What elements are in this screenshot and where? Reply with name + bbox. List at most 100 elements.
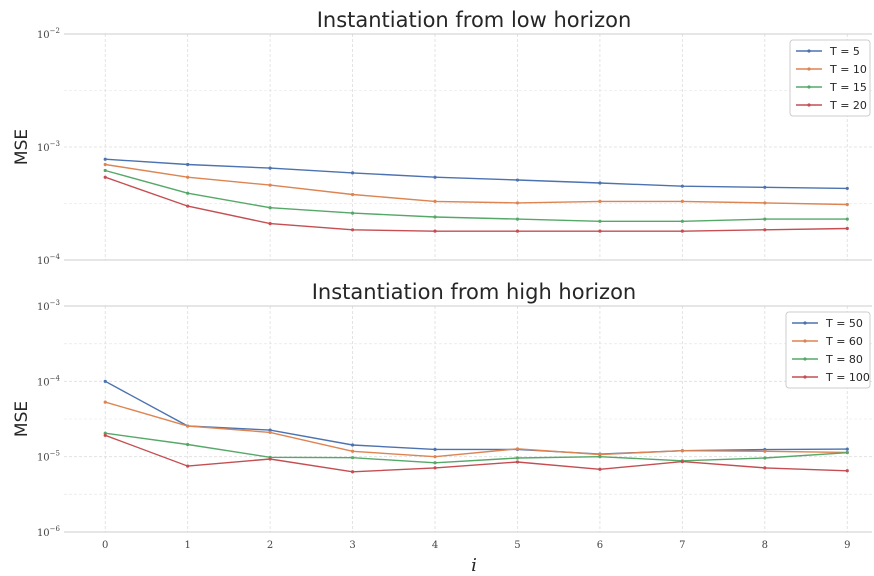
legend-label: T = 50 xyxy=(825,317,863,330)
legend-box xyxy=(785,311,871,389)
data-point xyxy=(433,466,437,470)
data-point xyxy=(598,229,602,233)
y-axis-label: MSE xyxy=(12,401,32,437)
x-tick-label: 6 xyxy=(597,540,603,551)
legend-marker xyxy=(803,339,807,343)
y-tick-label: 10−3 xyxy=(37,140,60,154)
data-point xyxy=(103,400,107,404)
data-point xyxy=(598,455,602,459)
data-point xyxy=(350,171,355,175)
data-point xyxy=(598,467,602,471)
data-point xyxy=(515,447,520,451)
x-tick-label: 5 xyxy=(514,540,520,551)
data-point xyxy=(763,449,767,453)
data-point xyxy=(103,162,107,167)
data-point xyxy=(350,470,355,474)
data-point xyxy=(763,466,767,470)
data-point xyxy=(515,201,520,205)
data-point xyxy=(680,184,684,188)
data-point xyxy=(186,175,190,179)
series-line-T-100 xyxy=(104,434,848,473)
chart-title: Instantiation from high horizon xyxy=(312,280,637,304)
y-axis-label: MSE xyxy=(12,129,32,165)
data-point xyxy=(433,229,437,233)
data-point xyxy=(350,456,355,460)
legend-marker xyxy=(807,85,811,89)
data-point xyxy=(268,183,272,187)
data-point xyxy=(433,461,437,465)
panel-2: Instantiation from high horizonMSE10−310… xyxy=(12,280,872,576)
x-tick-label: 1 xyxy=(184,540,190,551)
data-point xyxy=(845,226,849,231)
x-tick-label: 8 xyxy=(762,540,768,551)
data-point xyxy=(515,460,520,464)
data-point xyxy=(598,452,602,457)
data-point xyxy=(350,228,355,232)
x-tick-label: 7 xyxy=(679,540,685,551)
x-axis-label: i xyxy=(471,555,477,576)
series-line-T-60 xyxy=(105,401,848,458)
data-point xyxy=(763,228,767,232)
series-line-T-50 xyxy=(104,380,848,455)
data-point xyxy=(680,229,684,233)
data-point xyxy=(680,219,684,223)
legend-marker xyxy=(807,49,811,53)
data-point xyxy=(598,219,602,223)
data-point xyxy=(433,215,437,219)
x-tick-label: 4 xyxy=(432,540,438,551)
data-point xyxy=(350,192,355,197)
chart-title: Instantiation from low horizon xyxy=(317,8,632,32)
x-tick-label: 2 xyxy=(267,540,273,551)
legend-label: T = 15 xyxy=(829,81,867,94)
data-point xyxy=(350,443,355,447)
legend-box xyxy=(789,39,871,117)
y-tick-label: 10−4 xyxy=(37,253,61,267)
legend-label: T = 10 xyxy=(829,63,867,76)
data-point xyxy=(268,430,272,434)
data-point xyxy=(268,206,272,210)
y-tick-label: 10−5 xyxy=(37,450,60,464)
series-line-T-15 xyxy=(105,169,848,223)
data-point xyxy=(763,217,767,221)
data-point xyxy=(515,229,520,233)
data-point xyxy=(763,185,767,189)
data-point xyxy=(186,162,190,167)
legend-label: T = 60 xyxy=(825,335,863,348)
data-point xyxy=(433,455,437,459)
data-point xyxy=(103,168,107,173)
y-tick-label: 10−2 xyxy=(37,27,60,41)
data-point xyxy=(845,202,849,207)
legend: T = 50 T = 60 T = 80 T = 100 xyxy=(785,311,871,389)
legend: T = 5 T = 10 T = 15 T = 20 xyxy=(789,39,871,117)
data-point xyxy=(350,211,355,215)
data-point xyxy=(515,178,520,182)
data-point xyxy=(268,166,272,170)
data-point xyxy=(186,442,190,447)
data-point xyxy=(598,199,602,204)
data-point xyxy=(103,433,107,437)
data-point xyxy=(103,379,107,383)
series-line-T-5 xyxy=(105,158,848,190)
data-point xyxy=(268,457,272,461)
data-point xyxy=(680,460,684,464)
data-point xyxy=(845,451,849,455)
legend-marker xyxy=(803,375,807,379)
legend-marker xyxy=(803,321,807,325)
data-point xyxy=(103,175,107,179)
data-point xyxy=(433,199,437,204)
data-point xyxy=(763,201,767,205)
data-point xyxy=(433,175,437,179)
x-tick-label: 9 xyxy=(844,540,850,551)
legend-label: T = 20 xyxy=(829,99,867,112)
data-point xyxy=(680,199,684,204)
legend-marker xyxy=(807,103,811,107)
data-point xyxy=(103,157,107,161)
data-point xyxy=(186,204,190,208)
data-point xyxy=(350,449,355,453)
data-point xyxy=(186,464,190,468)
legend-label: T = 80 xyxy=(825,353,863,366)
data-point xyxy=(433,447,437,451)
data-point xyxy=(268,221,272,226)
series-line-T-10 xyxy=(105,163,848,206)
y-tick-label: 10−4 xyxy=(37,374,61,388)
